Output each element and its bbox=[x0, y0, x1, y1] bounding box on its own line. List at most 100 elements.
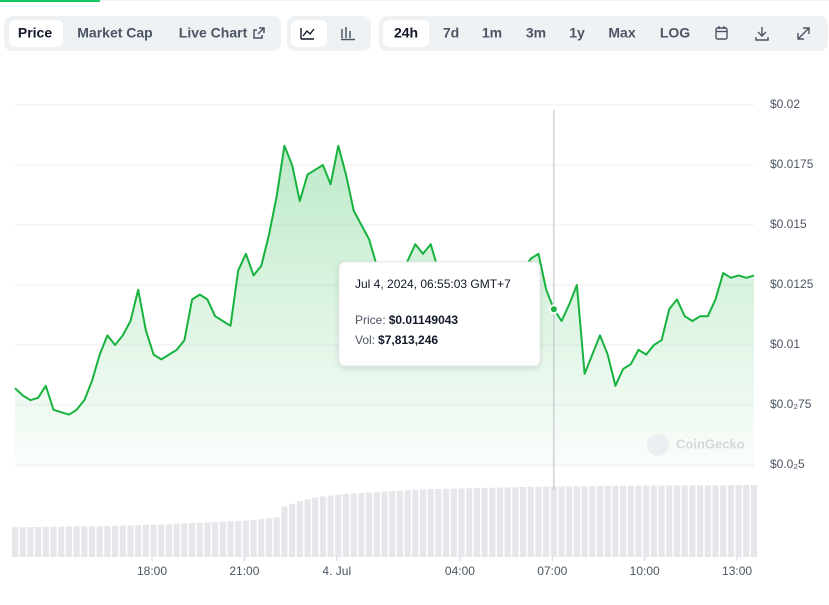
volume-bar bbox=[581, 486, 588, 557]
range-button[interactable]: 24h bbox=[394, 25, 418, 41]
tab[interactable]: Market Cap bbox=[77, 25, 152, 41]
volume-bar bbox=[589, 486, 596, 557]
x-tick-label: 13:00 bbox=[722, 564, 752, 578]
volume-bar bbox=[527, 486, 534, 557]
volume-bar bbox=[496, 487, 504, 557]
tooltip-price-label: Price: bbox=[355, 313, 386, 327]
range-button[interactable]: 7d bbox=[443, 25, 459, 41]
range-button[interactable]: Max bbox=[608, 25, 635, 41]
volume-bar bbox=[88, 526, 96, 557]
volume-bar bbox=[381, 491, 388, 557]
volume-bar bbox=[35, 526, 42, 557]
volume-bar bbox=[181, 523, 188, 557]
volume-bar bbox=[366, 492, 373, 557]
volume-bar bbox=[650, 485, 658, 557]
volume-bar bbox=[373, 492, 380, 557]
tooltip-vol-value: $7,813,246 bbox=[378, 333, 438, 347]
tooltip-price: Price: $0.01149043 bbox=[355, 313, 458, 327]
volume-bar bbox=[612, 485, 619, 557]
volume-bar bbox=[404, 490, 411, 557]
candle-chart-icon[interactable] bbox=[341, 27, 355, 41]
volume-bar bbox=[42, 526, 49, 557]
volume-bar bbox=[596, 485, 604, 557]
volume-bar bbox=[273, 517, 280, 557]
volume-bar bbox=[142, 524, 149, 557]
volume-bar bbox=[104, 525, 111, 557]
volume-bar bbox=[227, 521, 234, 557]
y-tick-label: $0.0₂5 bbox=[770, 457, 805, 471]
external-link-icon bbox=[253, 27, 265, 39]
volume-bar bbox=[296, 501, 303, 557]
volume-bar bbox=[389, 491, 396, 557]
x-tick-label: 18:00 bbox=[137, 564, 167, 578]
volume-bar bbox=[473, 488, 480, 557]
range-button[interactable]: LOG bbox=[660, 25, 690, 41]
range-button[interactable]: 1y bbox=[569, 25, 585, 41]
range-button[interactable]: 3m bbox=[526, 25, 546, 41]
volume-bar bbox=[458, 488, 465, 557]
volume-bar bbox=[427, 489, 434, 557]
volume-bar bbox=[19, 527, 26, 557]
volume-bar bbox=[412, 489, 419, 557]
volume-bar bbox=[96, 526, 103, 557]
volume-bar bbox=[312, 497, 319, 557]
volume-bar bbox=[419, 489, 427, 557]
volume-bar bbox=[135, 525, 142, 557]
volume-bar bbox=[573, 486, 581, 557]
y-tick-label: $0.0₂75 bbox=[770, 397, 812, 411]
volume-bar bbox=[743, 485, 750, 557]
volume-bar bbox=[204, 522, 211, 557]
volume-bar bbox=[196, 522, 203, 557]
volume-bar bbox=[158, 524, 165, 557]
x-tick-label: 04:00 bbox=[445, 564, 475, 578]
volume-bar bbox=[620, 485, 627, 557]
volume-bar bbox=[265, 518, 273, 557]
volume-bar bbox=[635, 485, 642, 557]
volume-bar bbox=[658, 485, 665, 557]
volume-bar bbox=[304, 499, 311, 557]
volume-bar bbox=[704, 485, 711, 557]
tab[interactable]: Price bbox=[18, 25, 52, 41]
volume-bar bbox=[689, 485, 696, 557]
download-icon[interactable] bbox=[755, 27, 769, 41]
fullscreen-icon[interactable] bbox=[797, 27, 810, 40]
progress-bar bbox=[0, 0, 100, 2]
y-tick-label: $0.0175 bbox=[770, 157, 814, 171]
volume-bar bbox=[481, 487, 488, 557]
tooltip-price-value: $0.01149043 bbox=[389, 313, 459, 327]
volume-bar bbox=[350, 493, 357, 557]
volume-bar bbox=[558, 486, 565, 557]
volume-bar bbox=[111, 525, 119, 557]
watermark: CoinGecko bbox=[647, 434, 745, 456]
x-tick-label: 21:00 bbox=[229, 564, 259, 578]
volume-bar bbox=[150, 524, 157, 557]
volume-bar bbox=[65, 526, 72, 557]
volume-bar bbox=[58, 526, 65, 557]
volume-bar bbox=[165, 524, 173, 557]
volume-bar bbox=[242, 520, 250, 557]
y-tick-label: $0.02 bbox=[770, 97, 800, 111]
volume-bar bbox=[666, 485, 673, 557]
tab[interactable]: Live Chart bbox=[179, 25, 248, 41]
range-button[interactable]: 1m bbox=[482, 25, 502, 41]
volume-bar bbox=[319, 496, 326, 557]
volume-bar bbox=[489, 487, 496, 557]
volume-bar bbox=[750, 485, 758, 557]
y-tick-label: $0.0125 bbox=[770, 277, 814, 291]
volume-bar bbox=[127, 525, 134, 557]
volume-bar bbox=[435, 488, 442, 557]
volume-bar bbox=[50, 526, 57, 557]
volume-bar bbox=[466, 488, 473, 557]
volume-bar bbox=[289, 503, 296, 557]
volume-bar bbox=[643, 485, 650, 557]
volume-bar bbox=[396, 490, 403, 557]
volume-bar bbox=[81, 526, 88, 557]
volume-bar bbox=[512, 487, 519, 557]
volume-bar bbox=[543, 486, 550, 557]
calendar-icon[interactable] bbox=[715, 26, 728, 40]
volume-bar bbox=[550, 486, 557, 557]
tooltip-date: Jul 4, 2024, 06:55:03 GMT+7 bbox=[355, 277, 511, 291]
watermark-text: CoinGecko bbox=[676, 436, 745, 451]
volume-bar bbox=[335, 494, 342, 557]
